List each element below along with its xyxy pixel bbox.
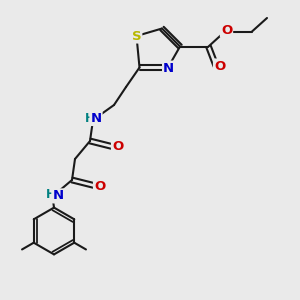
Text: N: N	[163, 61, 174, 75]
Text: S: S	[132, 29, 141, 43]
Text: N: N	[90, 112, 102, 125]
Text: N: N	[52, 189, 64, 203]
Text: O: O	[112, 140, 123, 154]
Text: O: O	[94, 179, 105, 193]
Text: O: O	[221, 23, 232, 37]
Text: H: H	[46, 188, 56, 202]
Text: H: H	[85, 112, 95, 125]
Text: O: O	[214, 59, 225, 73]
